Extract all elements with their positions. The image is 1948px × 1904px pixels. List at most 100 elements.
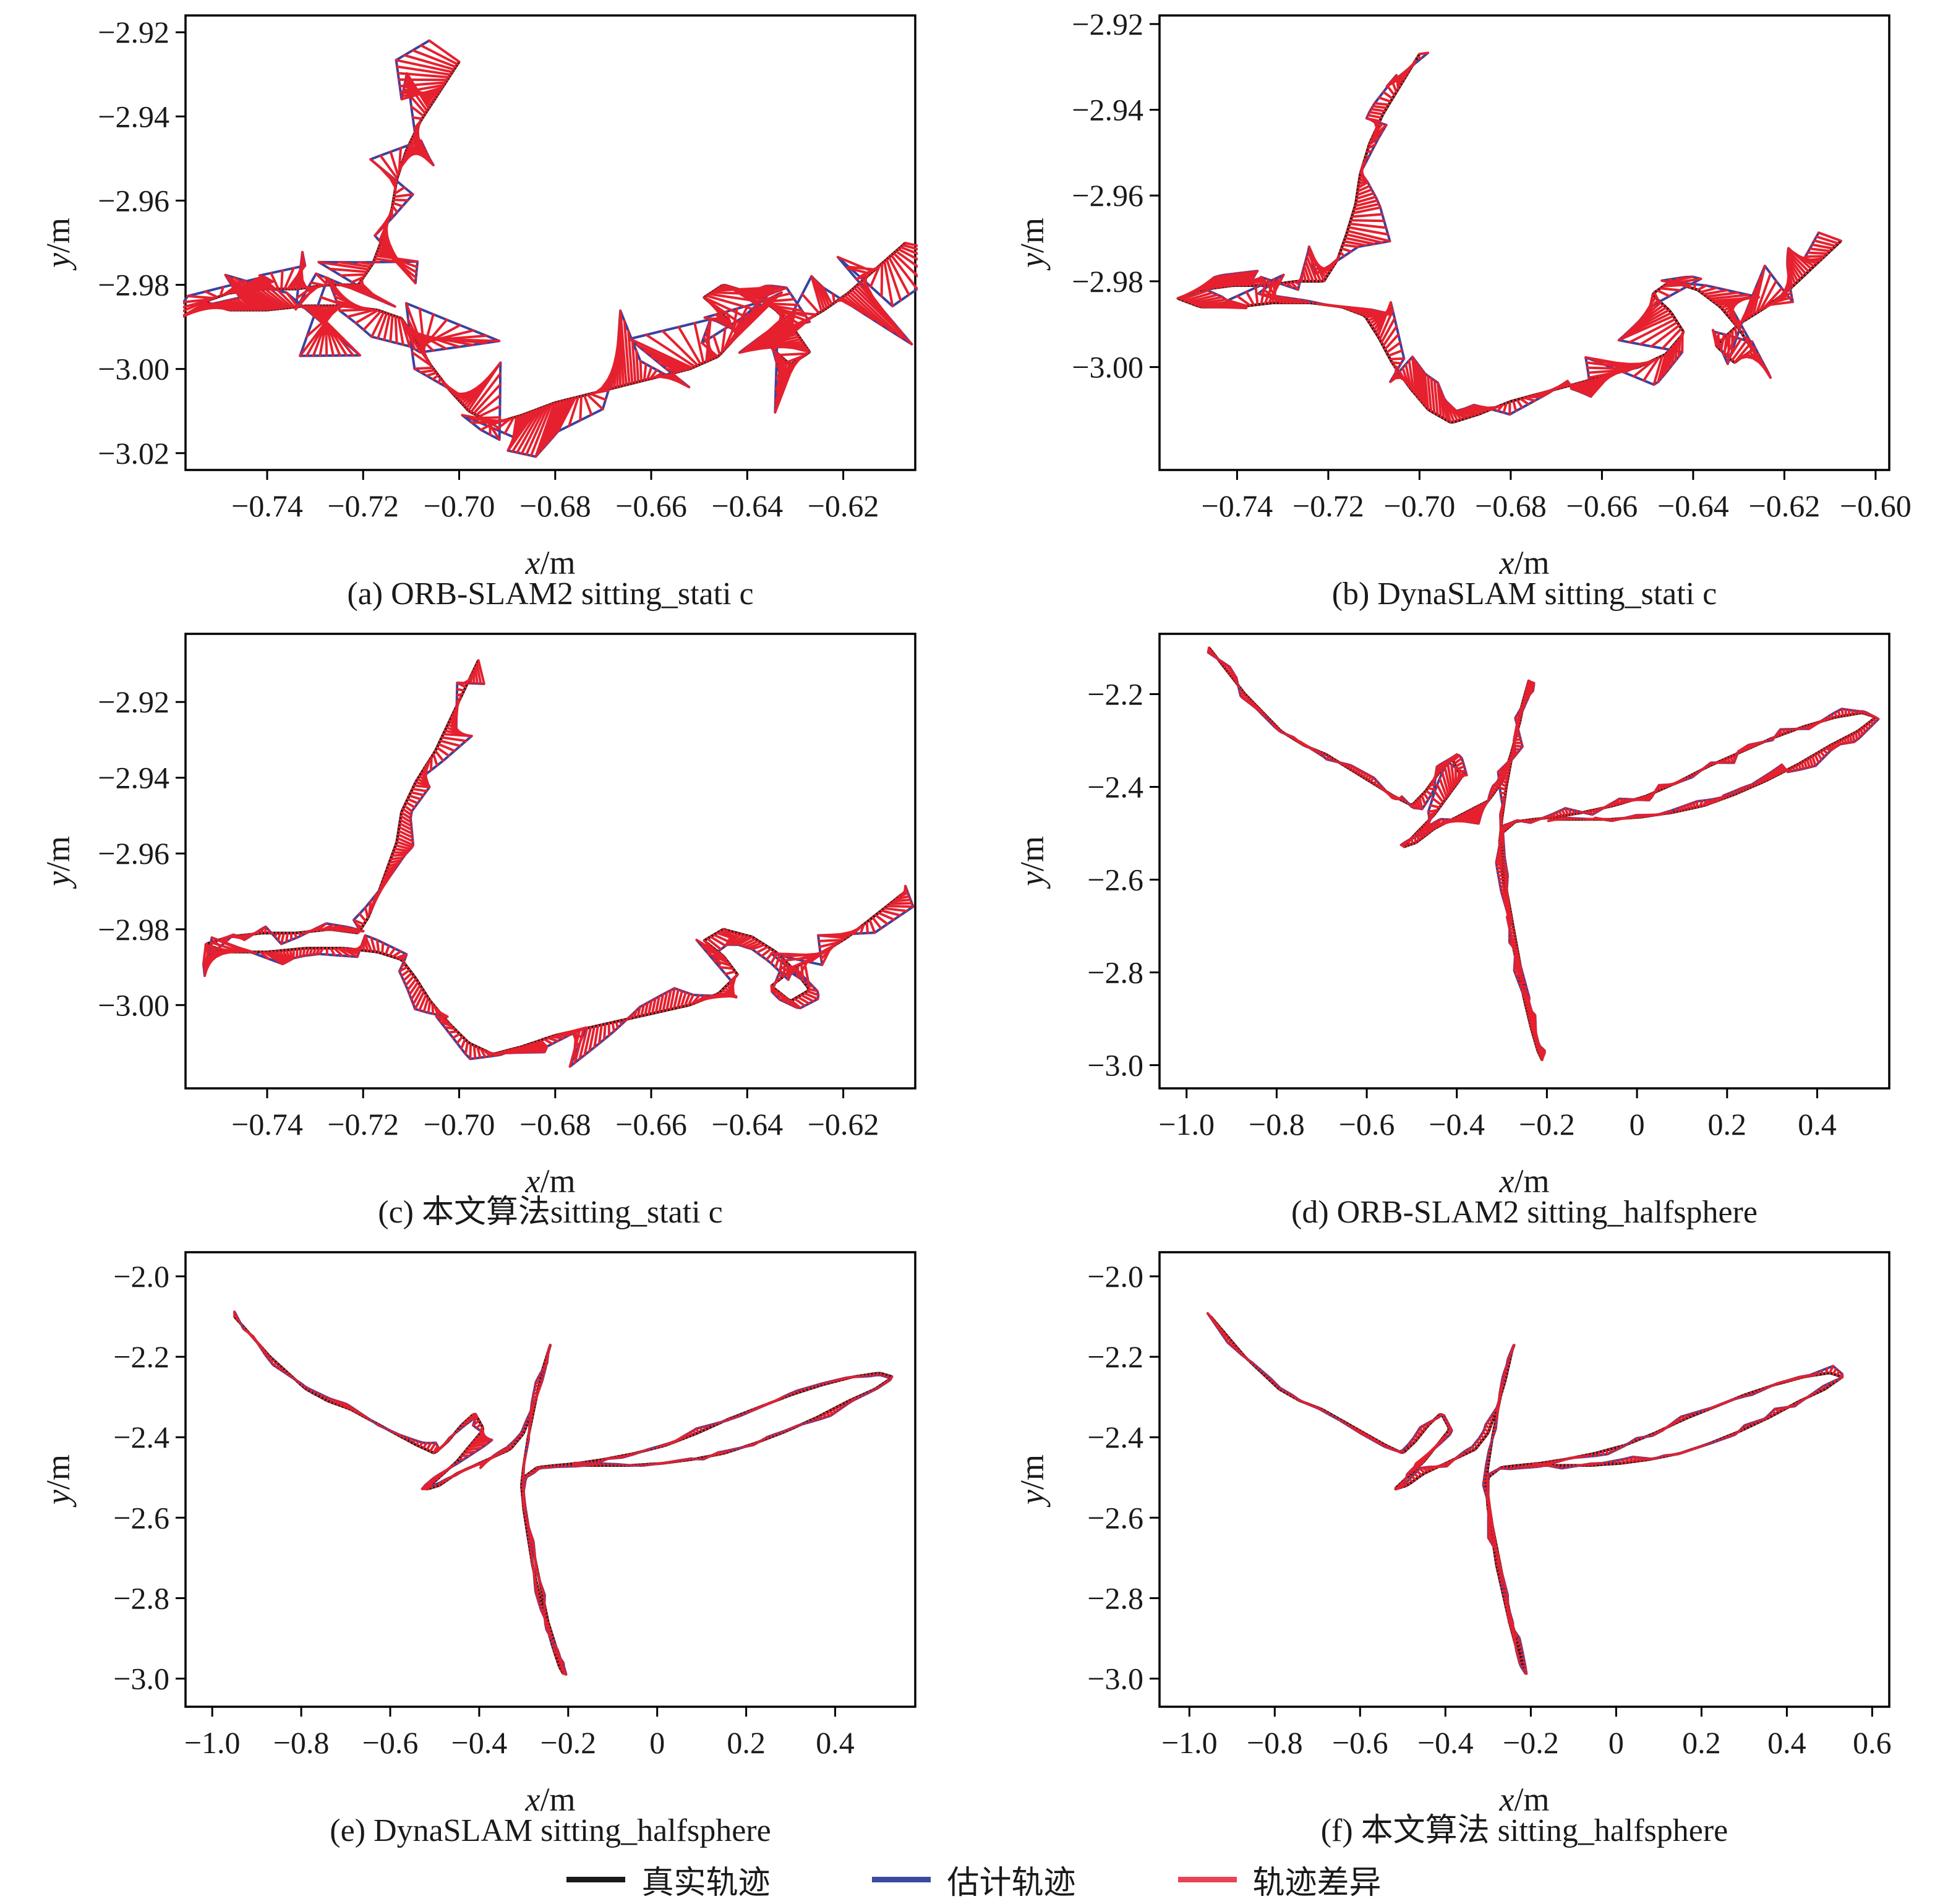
x-tick-label: −0.4 [1429,1107,1485,1142]
plot-frame [1158,1251,1890,1708]
x-tick-label: −0.66 [615,1107,687,1142]
x-tick-label: −0.72 [1292,489,1364,523]
y-tick-label: −2.96 [1072,178,1143,213]
legend-item-trajectory-difference: 轨迹差异 [1177,1856,1382,1903]
true-trajectory [1176,53,1842,424]
estimated-trajectory [183,39,918,458]
x-tick-label: 0.2 [727,1725,766,1760]
plot-frame [1158,633,1890,1090]
y-axis: −2.92 −2.94 −2.96 −2.98 −3.00 −3.02 y/m [40,15,186,471]
plot-f: −1.0 −0.8 −0.6 −0.4 −0.2 0 0.2 0.4 0.6 x/m −2.0 −2.… [974,1237,1948,1855]
y-axis-label: y/m [40,218,77,271]
y-tick-label: −2.98 [98,268,169,302]
plot-c: −0.74 −0.72 −0.70 −0.68 −0.66 −0.64 −0.62 x/m −2… [0,618,974,1237]
legend: 真实轨迹 估计轨迹 轨迹差异 [0,1855,1948,1904]
true-trajectory [1210,1315,1843,1675]
legend-item-true-trajectory: 真实轨迹 [566,1856,770,1903]
y-tick-label: −2.4 [1087,770,1143,805]
x-tick-label: −0.6 [1332,1725,1388,1760]
x-tick-label: −0.64 [711,489,783,523]
x-tick-label: −0.6 [1339,1107,1395,1142]
x-tick-label: −0.70 [424,1107,495,1142]
x-tick-label: 0.2 [1682,1725,1721,1760]
y-tick-label: −2.98 [1072,264,1143,299]
y-tick-label: −2.96 [98,183,169,218]
plot-c-caption: (c) 本文算法sitting_stati c [378,1195,723,1230]
y-tick-label: −2.4 [1087,1420,1143,1454]
x-tick-label: −0.72 [327,1107,399,1142]
error-vectors [183,39,918,458]
x-tick-label: −0.66 [1566,489,1638,523]
plot-a: −0.74 −0.72 −0.70 −0.68 −0.66 −0.64 −0.62 x/m −2… [0,0,974,618]
y-tick-label: −3.00 [98,352,169,386]
x-tick-label: −1.0 [1158,1107,1215,1142]
x-tick-label: −0.66 [615,489,687,523]
x-axis-label: x/m [1499,1163,1550,1193]
legend-label-estimated-trajectory: 估计轨迹 [947,1866,1076,1901]
x-axis: −1.0 −0.8 −0.6 −0.4 −0.2 0 0.2 0.4 x/m [184,1707,855,1812]
figure-grid: −0.74 −0.72 −0.70 −0.68 −0.66 −0.64 −0.62 x/m −2… [0,0,1948,1855]
x-tick-label: −0.68 [1475,489,1547,523]
x-tick-label: 0 [649,1725,665,1760]
x-axis: −0.74 −0.72 −0.70 −0.68 −0.66 −0.64 −0.62 x/m [231,470,879,575]
plot-e-caption: (e) DynaSLAM sitting_halfsphere [330,1813,771,1848]
x-tick-label: −1.0 [184,1725,241,1760]
y-tick-label: −2.92 [98,685,169,719]
x-tick-label: −0.70 [1384,489,1456,523]
plot-f-caption: (f) 本文算法 sitting_halfsphere [1320,1813,1728,1848]
y-axis-label: y/m [1014,218,1051,271]
x-tick-label: −1.0 [1161,1725,1218,1760]
x-axis: −1.0 −0.8 −0.6 −0.4 −0.2 0 0.2 0.4 x/m [1158,1088,1837,1193]
plot-d-caption: (d) ORB-SLAM2 sitting_halfsphere [1291,1195,1758,1230]
error-vectors [1176,51,1842,424]
x-axis-label: x/m [1499,1781,1550,1812]
x-tick-label: −0.74 [231,1107,303,1142]
y-tick-label: −3.02 [98,436,169,471]
legend-label-trajectory-difference: 轨迹差异 [1252,1866,1382,1901]
y-tick-label: −2.6 [1087,1500,1143,1535]
x-tick-label: −0.2 [1519,1107,1575,1142]
y-tick-label: −2.2 [113,1339,169,1374]
x-axis-label: x/m [525,544,576,575]
x-tick-label: 0.2 [1708,1107,1747,1142]
x-tick-label: −0.64 [1657,489,1729,523]
x-tick-label: −0.64 [711,1107,783,1142]
x-tick-label: −0.74 [231,489,303,523]
x-tick-label: −0.6 [362,1725,419,1760]
y-tick-label: −2.8 [113,1581,169,1615]
x-tick-label: 0.4 [1798,1107,1837,1142]
legend-swatch-true-trajectory [566,1877,626,1882]
x-tick-label: 0.6 [1853,1725,1892,1760]
x-axis: −0.74 −0.72 −0.70 −0.68 −0.66 −0.64 −0.62 x/m [231,1088,879,1193]
true-trajectory [1208,647,1878,1062]
plot-c-canvas: −0.74 −0.72 −0.70 −0.68 −0.66 −0.64 −0.62 x/m −2… [40,633,916,1193]
plot-e-canvas: −1.0 −0.8 −0.6 −0.4 −0.2 0 0.2 0.4x/m−2.0−2.2−2… [40,1251,916,1812]
plot-frame [184,14,916,471]
plot-d-canvas: −1.0 −0.8 −0.6 −0.4 −0.2 0 0.2 0.4x/m−2.2−2.4−2… [1014,633,1890,1193]
plot-d: −1.0 −0.8 −0.6 −0.4 −0.2 0 0.2 0.4 x/m −2.2 −2.4 −2… [974,618,1948,1237]
x-tick-label: −0.4 [451,1725,508,1760]
y-tick-label: −2.4 [113,1420,169,1454]
plot-frame [184,633,916,1090]
y-tick-label: −2.0 [113,1259,169,1294]
plot-b-canvas: −0.74 −0.72 −0.70 −0.68 −0.66 −0.64 −0.62 −0.60… [1014,7,1912,575]
error-vectors [233,1310,894,1676]
y-tick-label: −2.92 [98,15,169,49]
x-tick-label: −0.68 [519,489,591,523]
plot-b-caption: (b) DynaSLAM sitting_stati c [1331,576,1717,612]
x-tick-label: −0.2 [540,1725,596,1760]
error-vectors [1207,646,1880,1061]
x-tick-label: −0.8 [273,1725,330,1760]
y-tick-label: −3.00 [1072,350,1143,385]
x-axis-label: x/m [525,1781,576,1812]
x-axis: −1.0 −0.8 −0.6 −0.4 −0.2 0 0.2 0.4 0.6 x/m [1161,1707,1892,1812]
y-tick-label: −3.0 [1087,1048,1143,1083]
estimated-trajectory [233,1311,892,1676]
x-tick-label: −0.60 [1840,489,1912,523]
x-tick-label: −0.62 [808,1107,879,1142]
x-axis: −0.74 −0.72 −0.70 −0.68 −0.66 −0.64 −0.62 −0.60… [1202,470,1912,575]
legend-item-estimated-trajectory: 估计轨迹 [872,1856,1076,1903]
y-tick-label: −2.6 [1087,863,1143,897]
y-axis-label: y/m [1014,836,1051,889]
legend-label-true-trajectory: 真实轨迹 [641,1866,771,1901]
